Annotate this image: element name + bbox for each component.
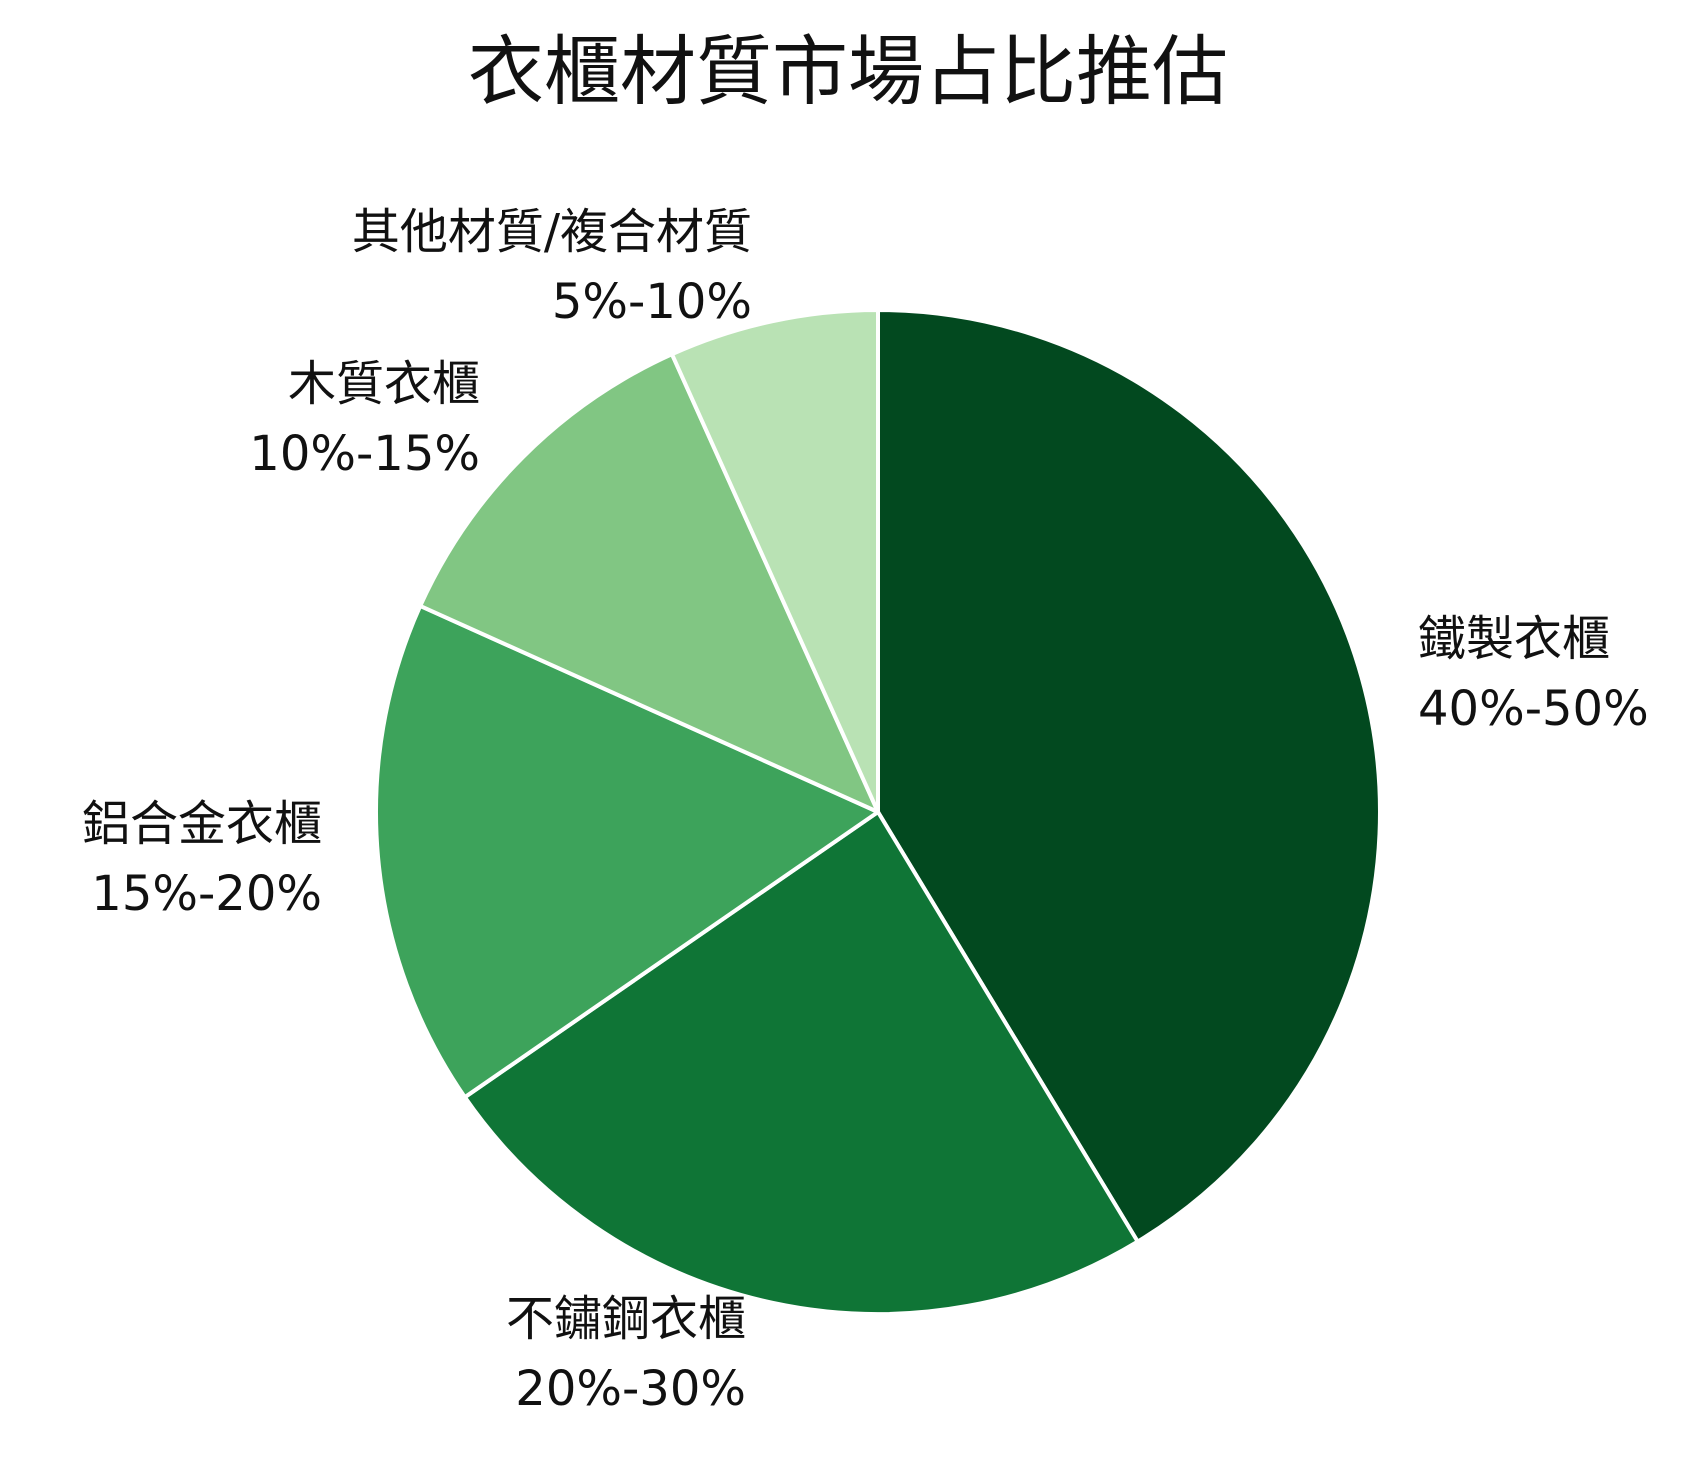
slice-label-name: 鋁合金衣櫃 bbox=[82, 796, 322, 852]
pie-slices bbox=[374, 308, 1382, 1316]
pie-slice bbox=[669, 308, 880, 814]
pie-slice bbox=[418, 352, 880, 814]
slice-label-name: 鐵製衣櫃 bbox=[1418, 611, 1610, 667]
slice-label-range: 15%-20% bbox=[91, 866, 322, 922]
pie-slice bbox=[462, 810, 1140, 1316]
slice-label-name: 其他材質/複合材質 bbox=[352, 204, 752, 260]
slice-label-range: 40%-50% bbox=[1418, 681, 1649, 737]
pie-slice bbox=[374, 603, 880, 1100]
chart-title: 衣櫃材質市場占比推估 bbox=[468, 27, 1228, 116]
slice-label-range: 10%-15% bbox=[249, 426, 480, 482]
slice-label-name: 不鏽鋼衣櫃 bbox=[506, 1291, 746, 1347]
slice-label-range: 20%-30% bbox=[515, 1361, 746, 1417]
slice-labels: 鐵製衣櫃 40%-50% 不鏽鋼衣櫃 20%-30% 鋁合金衣櫃 15%-20% 木質衣櫃 1… bbox=[82, 204, 1649, 1417]
slice-label-range: 5%-10% bbox=[552, 274, 752, 330]
slice-label-name: 木質衣櫃 bbox=[288, 356, 480, 412]
pie-slice bbox=[876, 308, 1382, 1244]
